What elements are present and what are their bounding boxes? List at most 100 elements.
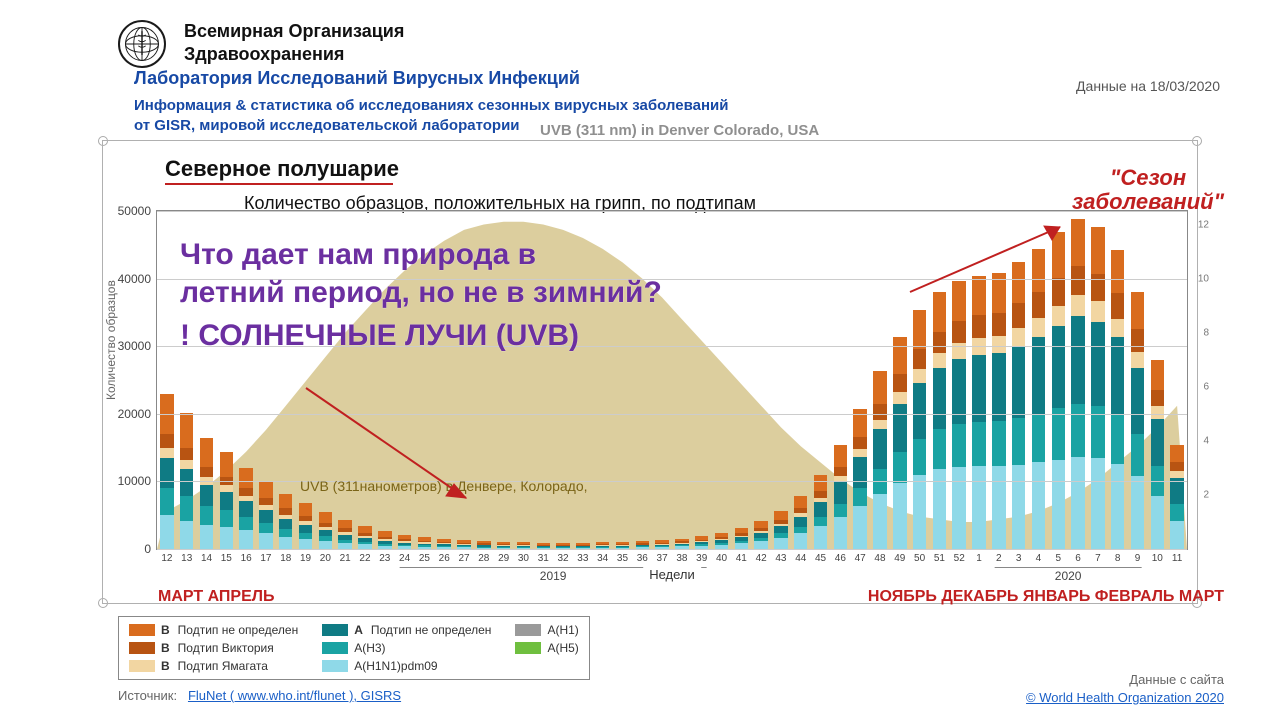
bar-week-22	[358, 526, 371, 549]
bar-week-30	[517, 542, 530, 549]
bar-week-9	[1131, 292, 1144, 550]
x-tick: 25	[419, 553, 430, 564]
x-tick: 23	[379, 553, 390, 564]
x-tick: 6	[1075, 553, 1081, 564]
bar-week-40	[715, 533, 728, 549]
arrow-up-icon	[900, 212, 1080, 302]
x-tick: 22	[359, 553, 370, 564]
x-tick: 39	[696, 553, 707, 564]
bar-week-38	[675, 539, 688, 550]
x-tick: 15	[221, 553, 232, 564]
months-left: МАРТ АПРЕЛЬ	[158, 588, 274, 606]
y-tick: 0	[103, 542, 151, 556]
bar-week-18	[279, 494, 292, 549]
x-tick: 8	[1115, 553, 1121, 564]
x-tick: 32	[557, 553, 568, 564]
bar-week-46	[834, 445, 847, 549]
slide: Всемирная Организация Здравоохранения Ла…	[0, 0, 1280, 720]
bar-week-7	[1091, 227, 1104, 549]
x-tick: 34	[597, 553, 608, 564]
x-tick: 16	[241, 553, 252, 564]
x-tick: 30	[518, 553, 529, 564]
y2-tick: 6	[1203, 381, 1209, 392]
bar-week-43	[774, 511, 787, 549]
source-link[interactable]: FluNet ( www.who.int/flunet ), GISRS	[188, 688, 401, 703]
x-tick: 13	[181, 553, 192, 564]
year-2020: 2020	[995, 567, 1142, 583]
legend-item: A(H1N1)pdm09	[322, 659, 491, 673]
y-tick: 20000	[103, 407, 151, 421]
legend-item: BПодтип Виктория	[129, 641, 298, 655]
y-tick: 10000	[103, 474, 151, 488]
x-tick: 47	[855, 553, 866, 564]
bar-week-23	[378, 531, 391, 549]
x-tick: 20	[320, 553, 331, 564]
org-line1: Всемирная Организация	[184, 20, 404, 43]
arrow-down-icon	[296, 378, 496, 518]
season-label: "Сезонзаболеваний"	[1072, 166, 1224, 214]
x-tick: 26	[439, 553, 450, 564]
x-tick: 36	[637, 553, 648, 564]
x-tick: 4	[1036, 553, 1042, 564]
org-line2: Здравоохранения	[184, 43, 404, 66]
x-axis-title: Недели	[643, 567, 701, 582]
legend-item: A(H5)	[515, 641, 578, 655]
bar-week-28	[477, 541, 490, 549]
y2-tick: 8	[1203, 327, 1209, 338]
y2-tick: 2	[1203, 489, 1209, 500]
x-tick: 21	[340, 553, 351, 564]
x-tick: 48	[874, 553, 885, 564]
org-name: Всемирная Организация Здравоохранения	[184, 20, 404, 65]
x-tick: 43	[775, 553, 786, 564]
x-tick: 1	[976, 553, 982, 564]
x-tick: 9	[1135, 553, 1141, 564]
y2-tick: 10	[1198, 273, 1209, 284]
x-tick: 40	[716, 553, 727, 564]
x-tick: 14	[201, 553, 212, 564]
bar-week-2	[992, 273, 1005, 549]
bar-week-42	[754, 521, 767, 549]
overlay-line3: ! СОЛНЕЧНЫЕ ЛУЧИ (UVB)	[180, 317, 662, 355]
x-tick: 42	[756, 553, 767, 564]
y-tick: 30000	[103, 339, 151, 353]
overlay-line2: летний период, но не в зимний?	[180, 274, 662, 312]
x-tick: 33	[577, 553, 588, 564]
bar-week-51	[933, 292, 946, 549]
x-tick: 11	[1172, 553, 1182, 564]
x-tick: 35	[617, 553, 628, 564]
x-tick: 41	[736, 553, 747, 564]
source: Источник: FluNet ( www.who.int/flunet ),…	[118, 688, 401, 703]
data-date: Данные на 18/03/2020	[1076, 78, 1220, 94]
x-tick: 27	[458, 553, 469, 564]
bar-week-16	[239, 468, 252, 549]
x-tick: 18	[280, 553, 291, 564]
bar-week-21	[338, 520, 351, 549]
y-tick: 50000	[103, 204, 151, 218]
bar-week-17	[259, 481, 272, 549]
x-tick: 12	[161, 553, 172, 564]
site-label: Данные с сайта	[1129, 672, 1224, 687]
bar-week-34	[596, 542, 609, 549]
region-title: Северное полушарие	[165, 156, 399, 182]
x-tick: 28	[478, 553, 489, 564]
bar-week-24	[398, 535, 411, 549]
overlay-question: Что дает нам природа в летний период, но…	[180, 236, 662, 355]
copyright-link[interactable]: © World Health Organization 2020	[1026, 690, 1224, 705]
legend-item: A(H3)	[322, 641, 491, 655]
bar-week-8	[1111, 250, 1124, 549]
y2-tick: 4	[1203, 435, 1209, 446]
bar-week-1	[972, 276, 985, 549]
bar-week-15	[220, 452, 233, 549]
bar-week-10	[1151, 360, 1164, 549]
bar-week-52	[952, 281, 965, 549]
bar-week-41	[735, 528, 748, 549]
months-right: НОЯБРЬ ДЕКАБРЬ ЯНВАРЬ ФЕВРАЛЬ МАРТ	[868, 588, 1224, 606]
x-tick: 44	[795, 553, 806, 564]
info-line1: Информация & статистика об исследованиях…	[134, 96, 728, 116]
x-tick: 19	[300, 553, 311, 564]
x-tick: 46	[835, 553, 846, 564]
overlay-line1: Что дает нам природа в	[180, 236, 662, 274]
region-underline	[165, 183, 393, 185]
legend-item: BПодтип Ямагата	[129, 659, 298, 673]
x-tick: 10	[1152, 553, 1163, 564]
